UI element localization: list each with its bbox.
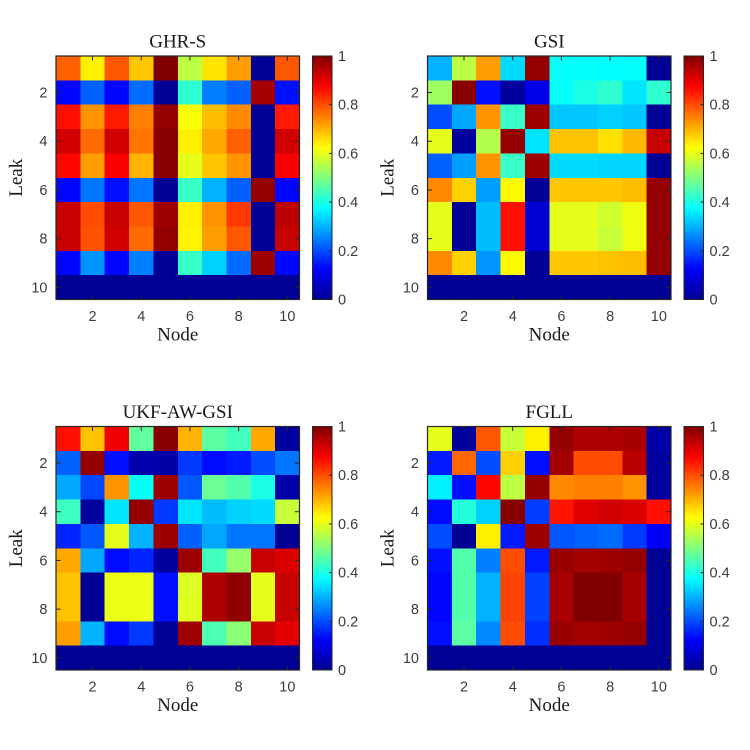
svg-text:0.6: 0.6 <box>338 146 358 162</box>
svg-text:1: 1 <box>338 420 346 436</box>
svg-text:FGLL: FGLL <box>526 402 574 423</box>
svg-text:2: 2 <box>460 679 468 695</box>
svg-text:0.8: 0.8 <box>710 468 730 484</box>
svg-text:0: 0 <box>710 663 718 679</box>
svg-text:6: 6 <box>186 679 194 695</box>
svg-text:6: 6 <box>557 309 565 325</box>
svg-text:6: 6 <box>39 553 47 569</box>
svg-text:10: 10 <box>403 280 419 296</box>
svg-text:Leak: Leak <box>6 158 27 196</box>
svg-text:4: 4 <box>509 309 517 325</box>
svg-text:4: 4 <box>39 505 47 521</box>
svg-text:10: 10 <box>31 280 47 296</box>
svg-text:8: 8 <box>39 232 47 248</box>
svg-text:UKF-AW-GSI: UKF-AW-GSI <box>123 402 233 423</box>
svg-text:Leak: Leak <box>378 529 399 567</box>
svg-text:0.2: 0.2 <box>338 614 358 630</box>
svg-text:0.2: 0.2 <box>710 244 730 260</box>
svg-text:Node: Node <box>529 695 570 716</box>
svg-text:0: 0 <box>710 293 718 309</box>
svg-text:1: 1 <box>338 49 346 65</box>
svg-text:2: 2 <box>88 679 96 695</box>
svg-text:4: 4 <box>509 679 517 695</box>
svg-text:2: 2 <box>411 456 419 472</box>
svg-text:GSI: GSI <box>534 32 565 53</box>
svg-text:Node: Node <box>157 325 198 346</box>
svg-text:10: 10 <box>651 309 667 325</box>
svg-text:0.2: 0.2 <box>710 614 730 630</box>
svg-text:10: 10 <box>651 679 667 695</box>
svg-text:10: 10 <box>403 651 419 667</box>
svg-text:8: 8 <box>411 232 419 248</box>
svg-text:10: 10 <box>279 309 295 325</box>
svg-text:0.4: 0.4 <box>710 566 730 582</box>
svg-text:1: 1 <box>710 420 718 436</box>
svg-text:8: 8 <box>606 679 614 695</box>
svg-text:0.8: 0.8 <box>338 468 358 484</box>
svg-text:4: 4 <box>137 679 145 695</box>
svg-text:4: 4 <box>411 505 419 521</box>
svg-text:0.6: 0.6 <box>710 517 730 533</box>
svg-text:1: 1 <box>710 49 718 65</box>
svg-text:0.8: 0.8 <box>710 98 730 114</box>
svg-text:Leak: Leak <box>6 529 27 567</box>
svg-text:0.4: 0.4 <box>338 566 358 582</box>
svg-text:2: 2 <box>460 309 468 325</box>
svg-text:Leak: Leak <box>378 158 399 196</box>
svg-text:8: 8 <box>235 309 243 325</box>
svg-text:2: 2 <box>88 309 96 325</box>
svg-text:0.6: 0.6 <box>710 146 730 162</box>
svg-text:6: 6 <box>186 309 194 325</box>
svg-text:0.6: 0.6 <box>338 517 358 533</box>
svg-text:0.4: 0.4 <box>710 195 730 211</box>
svg-text:4: 4 <box>39 134 47 150</box>
svg-text:0: 0 <box>338 663 346 679</box>
svg-text:6: 6 <box>411 553 419 569</box>
svg-text:2: 2 <box>411 86 419 102</box>
svg-text:Node: Node <box>529 325 570 346</box>
svg-text:2: 2 <box>39 456 47 472</box>
svg-text:2: 2 <box>39 86 47 102</box>
svg-text:GHR-S: GHR-S <box>149 32 206 53</box>
svg-text:4: 4 <box>411 134 419 150</box>
svg-text:0.8: 0.8 <box>338 98 358 114</box>
svg-text:10: 10 <box>31 651 47 667</box>
svg-text:6: 6 <box>411 183 419 199</box>
svg-text:8: 8 <box>39 602 47 618</box>
svg-text:6: 6 <box>39 183 47 199</box>
svg-text:8: 8 <box>606 309 614 325</box>
svg-text:6: 6 <box>557 679 565 695</box>
svg-text:0.4: 0.4 <box>338 195 358 211</box>
svg-text:0: 0 <box>338 293 346 309</box>
svg-text:4: 4 <box>137 309 145 325</box>
svg-text:Node: Node <box>157 695 198 716</box>
svg-text:8: 8 <box>235 679 243 695</box>
svg-text:0.2: 0.2 <box>338 244 358 260</box>
svg-text:10: 10 <box>279 679 295 695</box>
svg-text:8: 8 <box>411 602 419 618</box>
